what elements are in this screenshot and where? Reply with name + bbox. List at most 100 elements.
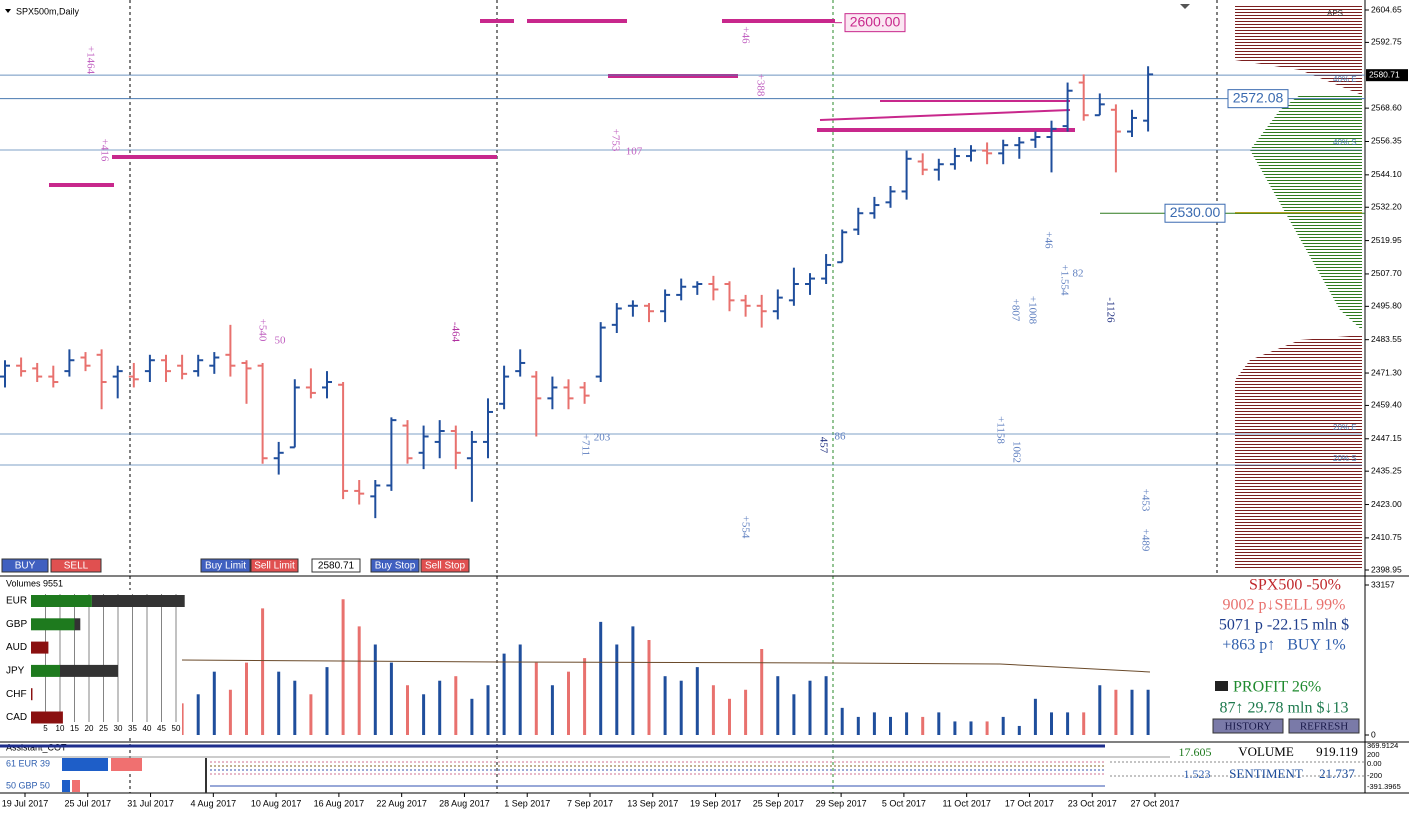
trade-button[interactable]: [50, 558, 102, 573]
trade-button-label[interactable]: BUY: [15, 561, 36, 572]
currency-bar: [31, 618, 75, 631]
y-tick-label: 0: [1371, 729, 1376, 739]
currency-label: AUD: [6, 642, 27, 653]
x-tick-label: 30: [114, 724, 123, 733]
annotation: +453: [1139, 489, 1151, 512]
cot-bar: [62, 758, 108, 771]
trade-button[interactable]: [370, 558, 420, 573]
x-tick-label: 5: [43, 724, 48, 733]
currency-bar: [31, 711, 63, 724]
trade-button-label[interactable]: Buy Limit: [205, 561, 246, 572]
history-label[interactable]: HISTORY: [1225, 721, 1272, 733]
trade-button-label[interactable]: Buy Stop: [375, 561, 416, 572]
annotation: +1.554: [1058, 265, 1070, 296]
zone-label: 20% S: [1333, 454, 1357, 463]
currency-bar: [31, 688, 33, 701]
x-tick-label: 10: [56, 724, 65, 733]
cot-cell: 919.119: [1316, 744, 1358, 759]
trade-button[interactable]: [250, 558, 299, 573]
annotation: +1008: [1026, 296, 1038, 325]
annotation: +46: [739, 26, 751, 44]
stat: PROFIT 26%: [1233, 679, 1321, 696]
x-tick-label: 25 Sep 2017: [753, 798, 804, 808]
y-tick-label: -391.3965: [1367, 782, 1401, 791]
trade-button-label[interactable]: 2580.71: [318, 561, 355, 572]
x-tick-label: 15: [70, 724, 79, 733]
trade-button[interactable]: [1, 558, 49, 573]
y-tick-label: -200: [1367, 771, 1382, 780]
y-tick-label: 369.9124: [1367, 741, 1398, 750]
x-tick-label: 22 Aug 2017: [376, 798, 427, 808]
y-tick-label: 2519.95: [1371, 235, 1402, 245]
annotation: -1126: [1104, 297, 1116, 323]
profile-bottom: [1235, 335, 1362, 570]
stat: SPX500 -50%: [1249, 577, 1341, 594]
y-tick-label: 2398.95: [1371, 564, 1402, 574]
annotation: +489: [1139, 529, 1151, 552]
x-tick-label: 1 Sep 2017: [504, 798, 550, 808]
x-tick-label: 11 Oct 2017: [942, 798, 990, 808]
volume-ma: [179, 659, 1151, 673]
scroll-marker: [1180, 4, 1190, 9]
trade-button-label[interactable]: Sell Limit: [254, 561, 295, 572]
x-tick-label: 28 Aug 2017: [439, 798, 490, 808]
cot-bar: [72, 780, 80, 792]
stat: 87↑ 29.78 mln $↓13: [1220, 700, 1349, 717]
annotation: +1158: [994, 416, 1006, 444]
level-label: 2600.00: [850, 13, 901, 29]
trade-button[interactable]: [420, 558, 470, 573]
current-price-box: [1366, 69, 1408, 82]
annotation: +554: [739, 516, 751, 539]
y-tick-label: 2604.65: [1371, 4, 1402, 14]
refresh-label[interactable]: REFRESH: [1300, 721, 1348, 733]
stat: 5071 p -22.15 mln $: [1219, 617, 1349, 634]
volume-title: Volumes 9551: [6, 578, 63, 588]
currency-label: EUR: [6, 596, 27, 607]
x-tick-label: 25 Jul 2017: [65, 798, 112, 808]
y-tick-label: 2532.20: [1371, 201, 1402, 211]
y-tick-label: 2592.75: [1371, 37, 1402, 47]
cot-row: 61 EUR 39: [6, 758, 50, 768]
trade-button-label[interactable]: Sell Stop: [425, 561, 465, 572]
trade-button[interactable]: [200, 558, 251, 573]
level-label: 2572.08: [1233, 89, 1284, 105]
cot-bar: [111, 758, 142, 771]
x-tick-label: 5 Oct 2017: [882, 798, 926, 808]
currency-label: GBP: [6, 619, 27, 630]
refresh-button[interactable]: [1288, 718, 1360, 734]
annotation: +46: [1042, 231, 1054, 249]
x-tick-label: 29 Sep 2017: [816, 798, 867, 808]
level-label: 2530.00: [1170, 204, 1221, 220]
annotation: 50: [275, 335, 287, 347]
zone-label: 20% E: [1333, 423, 1357, 432]
currency-bar: [91, 595, 185, 607]
cot-cell: 17.605: [1179, 745, 1212, 759]
level-box: [844, 13, 906, 33]
x-tick-label: 45: [157, 724, 166, 733]
x-tick-label: 10 Aug 2017: [251, 798, 302, 808]
icon: [1215, 681, 1228, 691]
currency-label: CAD: [6, 712, 27, 723]
annotation: +807: [1009, 299, 1021, 322]
x-tick-label: 17 Oct 2017: [1005, 798, 1054, 808]
trade-button[interactable]: [311, 558, 361, 573]
annotation: -464: [449, 322, 461, 343]
stat: 9002 p↓SELL 99%: [1223, 597, 1346, 614]
x-tick-label: 25: [99, 724, 108, 733]
y-tick-label: 2507.70: [1371, 268, 1402, 278]
trade-button-label[interactable]: SELL: [64, 561, 89, 572]
x-tick-label: 7 Sep 2017: [567, 798, 613, 808]
cot-cell: VOLUME: [1238, 744, 1294, 759]
y-tick-label: 2568.60: [1371, 102, 1402, 112]
x-tick-label: 23 Oct 2017: [1068, 798, 1117, 808]
y-tick-label: 2447.15: [1371, 433, 1402, 443]
x-tick-label: 16 Aug 2017: [314, 798, 365, 808]
currency-bar: [31, 641, 49, 654]
y-tick-label: 2544.10: [1371, 169, 1402, 179]
x-tick-label: 19 Sep 2017: [690, 798, 741, 808]
cot-cell: 21.737: [1319, 766, 1355, 781]
stat: +863 p↑ BUY 1%: [1222, 637, 1346, 654]
x-tick-label: 20: [85, 724, 94, 733]
history-button[interactable]: [1212, 718, 1284, 734]
